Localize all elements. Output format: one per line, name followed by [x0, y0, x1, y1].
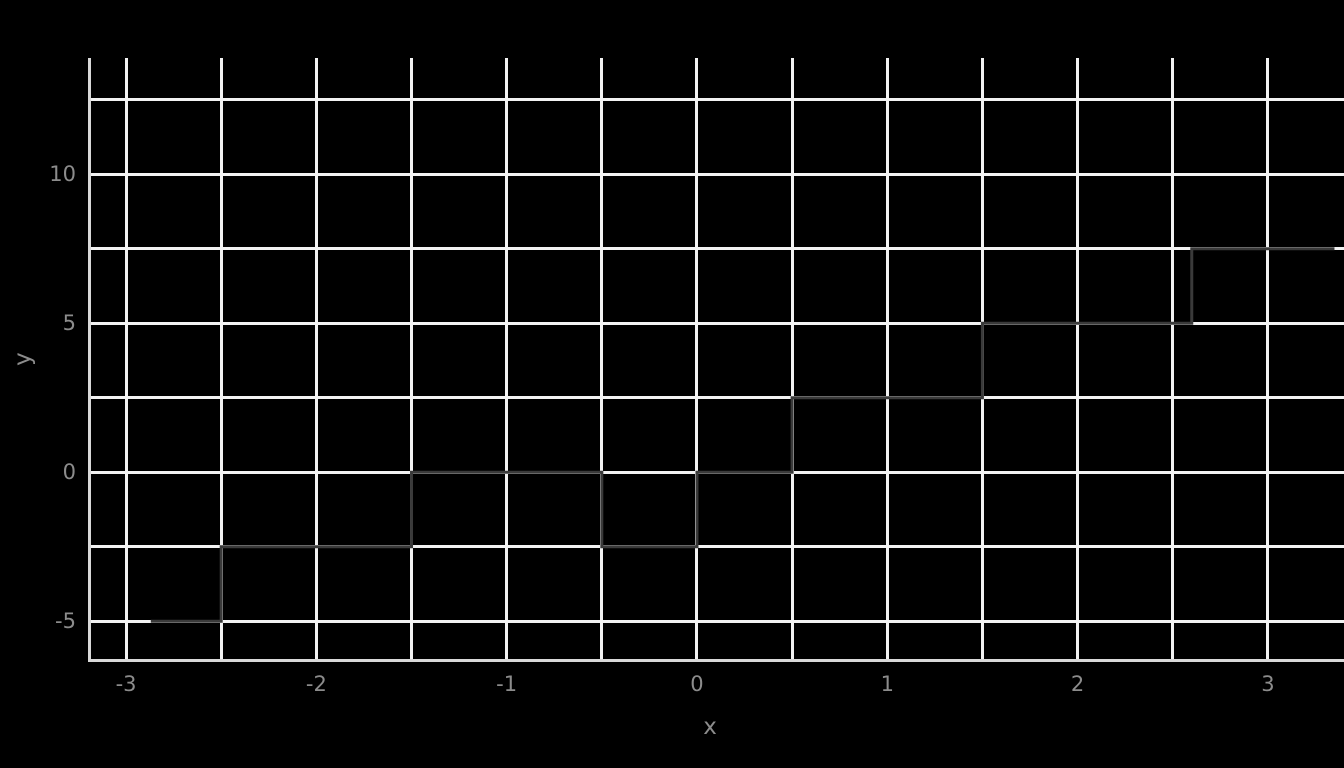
gridline-vertical	[124, 58, 128, 660]
gridline-horizontal	[88, 98, 1344, 102]
y-tick-label: 10	[49, 162, 76, 187]
x-tick-label: -3	[115, 672, 137, 696]
gridline-vertical	[600, 58, 604, 660]
x-tick-label: 0	[690, 672, 704, 696]
gridline-vertical	[1076, 58, 1080, 660]
gridline-vertical	[505, 58, 509, 660]
x-tick-label: -1	[496, 672, 518, 696]
x-axis-label: x	[703, 714, 717, 740]
gridline-horizontal	[88, 172, 1344, 176]
x-tick-label: -2	[305, 672, 327, 696]
gridline-vertical	[219, 58, 223, 660]
x-axis-spine	[88, 659, 1344, 662]
y-tick-label: 0	[62, 460, 76, 485]
plot-area	[88, 58, 1344, 660]
gridline-horizontal	[88, 545, 1344, 549]
y-axis-label: y	[9, 352, 36, 366]
x-tick-label: 2	[1070, 672, 1085, 696]
data-series-layer	[150, 247, 1335, 623]
y-tick-label: 5	[62, 311, 76, 336]
gridline-horizontal	[88, 321, 1344, 325]
gridline-horizontal	[88, 247, 1344, 251]
y-tick-label: -5	[55, 609, 76, 634]
gridline-vertical	[1171, 58, 1175, 660]
x-tick-label: 3	[1261, 672, 1275, 696]
gridline-vertical	[695, 58, 699, 660]
gridline-horizontal	[88, 396, 1344, 400]
x-tick-label: 1	[880, 672, 894, 696]
step-line-series	[150, 247, 1335, 623]
gridline-horizontal	[88, 619, 1344, 623]
gridline-vertical	[790, 58, 794, 660]
y-axis-spine	[88, 58, 91, 662]
gridline-vertical	[314, 58, 318, 660]
gridline-vertical	[410, 58, 413, 660]
gridline-vertical	[1266, 58, 1270, 660]
gridline-vertical	[885, 58, 889, 660]
